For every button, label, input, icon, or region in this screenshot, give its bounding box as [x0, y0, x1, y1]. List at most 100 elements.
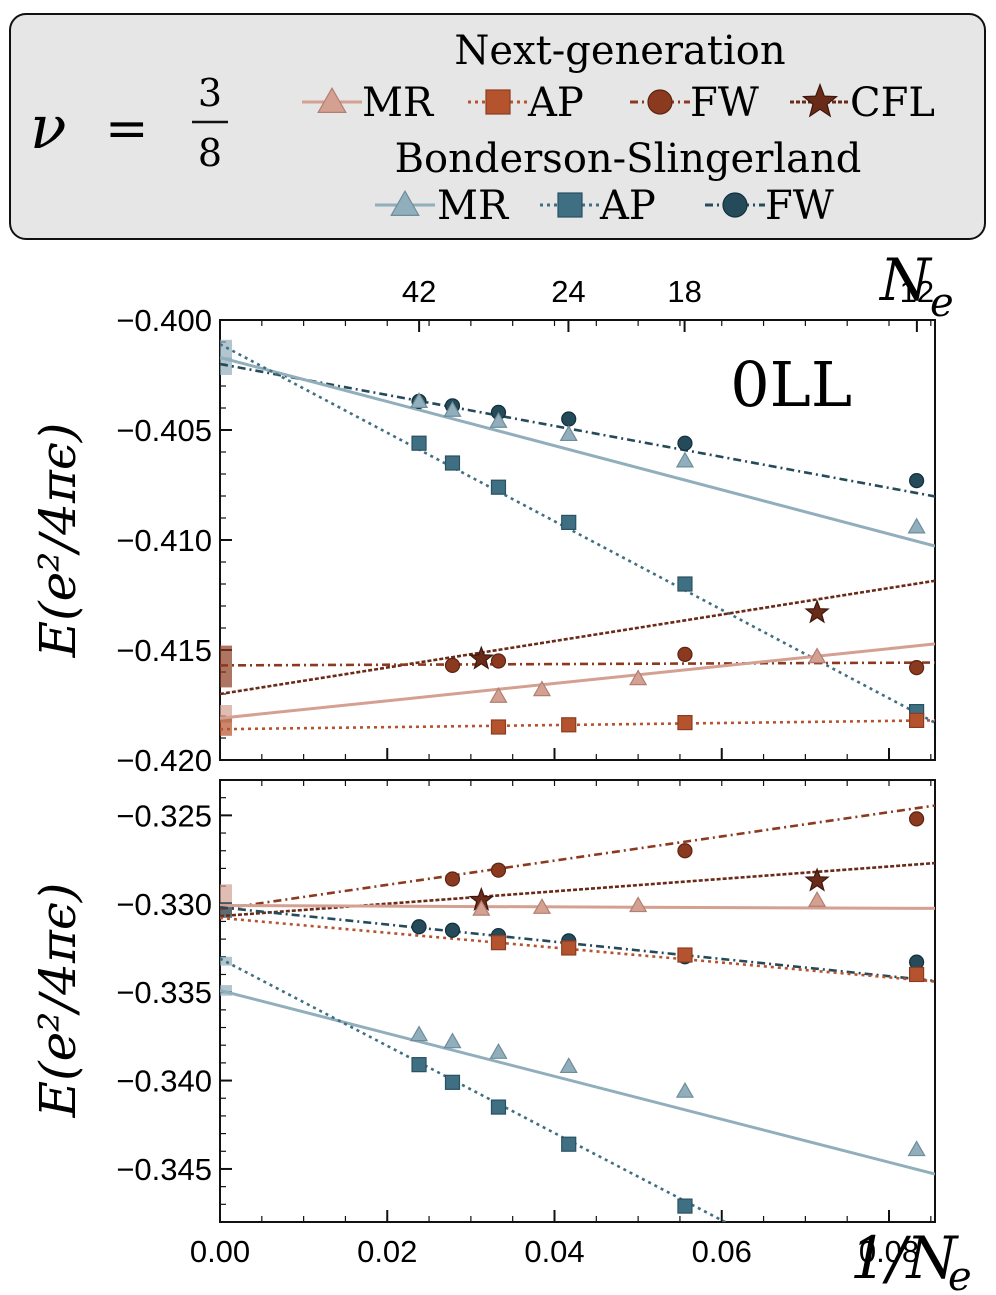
data-point-bs_fw: [561, 411, 577, 427]
data-point-ng_ap: [909, 966, 925, 983]
data-point-ng_mr: [489, 686, 508, 703]
data-point-ng_ap: [490, 719, 507, 735]
data-point-ng_fw: [909, 659, 925, 676]
data-point-bs_mr: [907, 517, 926, 534]
data-point-bs_mr: [409, 1025, 429, 1042]
data-point-ng_fw: [490, 653, 507, 669]
ne-axis-label-subscript: e: [930, 280, 954, 326]
nu-equals: =: [105, 99, 149, 159]
x-tick-label: 0.02: [357, 1234, 417, 1269]
data-point-ng_ap: [677, 947, 693, 963]
legend-row-next-generation: MR AP FW CFL: [302, 80, 935, 126]
data-point-bs_mr: [443, 400, 462, 417]
nu-numerator: 3: [198, 71, 222, 115]
x-tick-label: 0.06: [692, 1234, 752, 1269]
extrapolation-bar-bs_mr: [220, 956, 232, 966]
x-tick-label: 0.00: [190, 1234, 250, 1269]
data-point-ng_fw: [909, 811, 925, 827]
data-point-ng_ap: [561, 717, 577, 733]
data-point-ng_fw: [444, 871, 461, 887]
data-point-ng_ap: [909, 712, 925, 729]
y-axis-label-bottom: E(e²/4πϵ): [29, 883, 87, 1119]
legend-label-ng_ap: AP: [527, 80, 584, 126]
y-tick-label: −0.420: [116, 743, 212, 778]
data-point-bs_mr: [675, 451, 695, 468]
data-point-bs_ap: [411, 435, 427, 451]
data-point-ng_ap: [677, 714, 693, 731]
y-tick-label: −0.335: [116, 975, 212, 1010]
top-ne-axis: N e 42 24 18 12: [402, 246, 954, 332]
data-point-ng_fw: [677, 646, 693, 663]
data-point-bs_ap: [411, 1057, 427, 1073]
data-point-ng_fw: [490, 862, 507, 878]
ne-tick-label: 18: [667, 274, 701, 309]
legend-marker-ng_mr: [317, 86, 347, 113]
data-point-bs_mr: [559, 425, 578, 442]
data-point-ng_mr: [808, 647, 827, 664]
data-point-bs_mr: [443, 1032, 462, 1049]
ne-axis-label: N: [878, 246, 933, 314]
data-point-ng_fw: [677, 843, 693, 859]
data-point-bs_ap: [561, 1136, 577, 1152]
data-point-ng_fw: [444, 657, 461, 674]
fit-line-ng_fw: [220, 804, 935, 911]
data-point-bs_ap: [444, 1074, 461, 1090]
data-point-ng_mr: [472, 899, 491, 916]
nu-denominator: 8: [198, 131, 222, 175]
plot-area: [220, 804, 935, 1222]
nu-symbol: ν: [30, 93, 66, 163]
data-point-ng_cfl: [468, 645, 495, 670]
data-point-bs_ap: [677, 1198, 693, 1214]
ne-tick-label: 24: [551, 274, 585, 309]
fit-line-bs_mr: [220, 988, 935, 1176]
data-point-ng_mr: [629, 669, 648, 686]
y-tick-label: −0.325: [116, 798, 212, 833]
data-point-bs_ap: [490, 1099, 507, 1115]
y-tick-label: −0.410: [116, 523, 212, 558]
fit-line-bs_mr: [220, 355, 935, 548]
y-tick-label: −0.405: [116, 413, 212, 448]
ne-tick-label: 42: [402, 274, 436, 309]
legend-label-ng_fw: FW: [690, 80, 759, 126]
x-tick-label: 0.08: [859, 1234, 919, 1269]
fit-line-bs_fw: [220, 362, 935, 498]
data-point-ng_ap: [490, 935, 507, 951]
fit-line-bs_ap: [220, 957, 728, 1222]
data-point-bs_mr: [907, 1140, 926, 1157]
data-point-bs_mr: [489, 1043, 508, 1059]
fit-line-ng_mr: [220, 904, 935, 910]
legend-label-bs_mr: MR: [437, 183, 510, 229]
legend-group2-title: Bonderson-Slingerland: [395, 136, 862, 182]
y-tick-label: −0.330: [116, 887, 212, 922]
data-point-ng_cfl: [804, 599, 830, 624]
data-point-bs_ap: [677, 576, 693, 592]
data-point-bs_ap: [444, 455, 461, 471]
data-point-bs_mr: [675, 1081, 695, 1098]
legend-label-bs_fw: FW: [765, 183, 834, 229]
legend-marker-bs_ap: [557, 192, 583, 218]
panel-bottom: −0.325 −0.330 −0.335 −0.340 −0.345 0.00 0.02 0.…: [116, 779, 936, 1269]
legend-label-ng_mr: MR: [362, 80, 435, 126]
data-point-bs_fw: [677, 435, 693, 451]
y-axis-label-top: E(e²/4πϵ): [29, 423, 87, 659]
data-point-ng_cfl: [804, 867, 830, 892]
data-point-bs_fw: [411, 919, 427, 935]
fit-line-ng_mr: [220, 642, 935, 720]
x-axis-label: 1/N: [850, 1224, 959, 1292]
legend-marker-ng_cfl: [801, 82, 839, 118]
fit-line-bs_fw: [220, 906, 935, 983]
y-tick-label: −0.400: [116, 303, 212, 338]
y-tick-label: −0.345: [116, 1152, 212, 1187]
data-point-bs_fw: [909, 473, 925, 489]
panel-top-0ll: −0.400 −0.405 −0.410 −0.415 −0.420 0LL: [116, 303, 936, 778]
legend-row-bonderson-slingerland: MR AP FW: [375, 183, 834, 229]
data-point-bs_mr: [489, 411, 508, 428]
plot-frame: [219, 779, 936, 1223]
legend-marker-ng_fw: [647, 89, 673, 115]
data-point-bs_mr: [409, 392, 429, 409]
fit-line-ng_cfl: [220, 579, 935, 696]
data-point-ng_mr: [629, 896, 648, 913]
x-axis-label-subscript: e: [948, 1254, 972, 1295]
fit-line-ng_ap: [220, 719, 935, 731]
